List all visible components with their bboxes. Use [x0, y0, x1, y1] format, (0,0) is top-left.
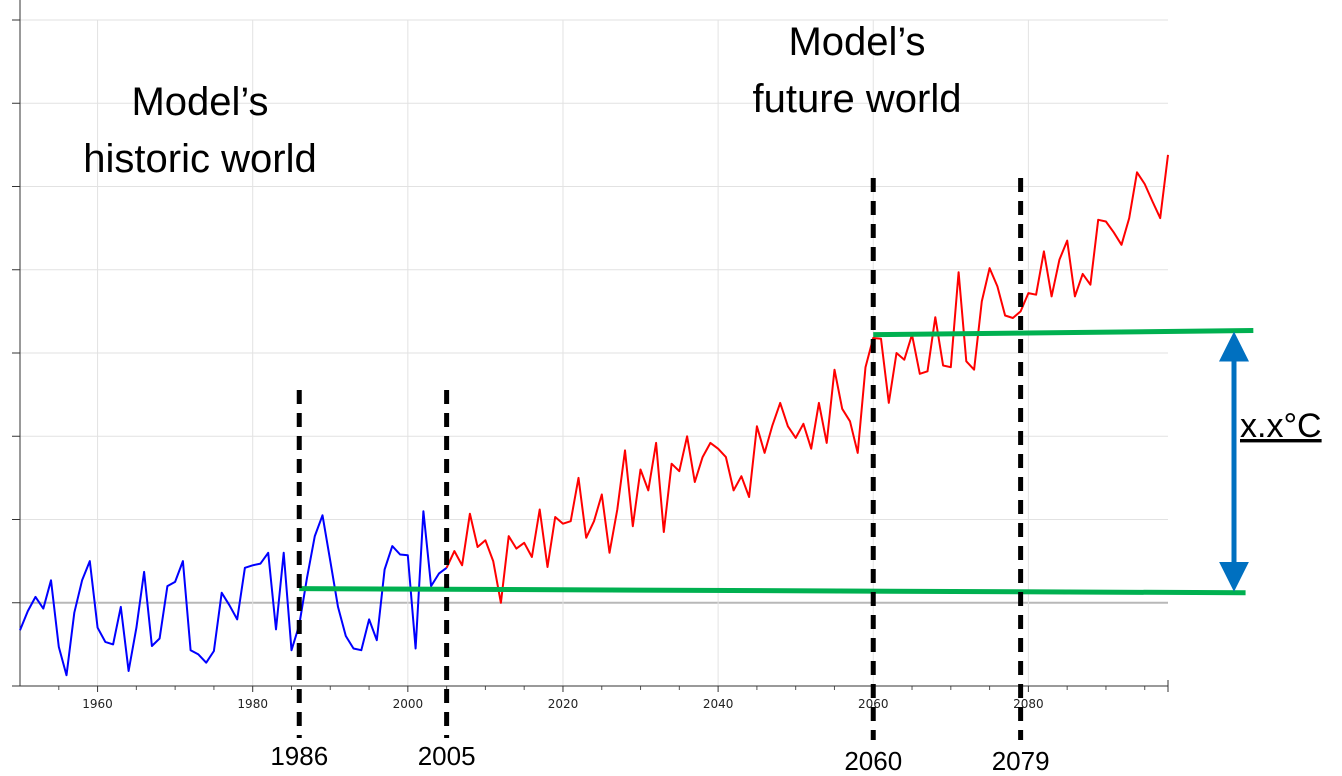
x-tick-label: 2000: [393, 697, 424, 711]
series-line-0: [19, 510, 448, 677]
future-label-line2: future world: [753, 77, 962, 121]
series-line-1: [445, 154, 1169, 604]
future-label-line1: Model’s: [788, 20, 925, 64]
historic-label-line1: Model’s: [131, 80, 268, 124]
period-markers: 1986 2005 2060 2079: [270, 178, 1050, 776]
annotations: Model’s historic world Model’s future wo…: [83, 20, 1321, 445]
reference-line-baseline: [299, 586, 1246, 596]
grid: [20, 19, 1168, 687]
x-tick-label: 2020: [548, 697, 579, 711]
historic-label-line2: historic world: [83, 137, 316, 181]
x-tick-label: 2040: [703, 697, 734, 711]
reference-line-future: [873, 328, 1254, 338]
delta-label: x.x°C: [1240, 407, 1322, 445]
period-marker-label: 1986: [270, 741, 328, 771]
x-tick-label: 1980: [237, 697, 268, 711]
period-marker-label: 2005: [418, 741, 476, 771]
period-marker-label: 2060: [844, 746, 902, 776]
series-group: [19, 154, 1169, 677]
x-tick-label: 2060: [858, 697, 889, 711]
period-marker-label: 2079: [992, 746, 1050, 776]
reference-lines: [299, 328, 1254, 596]
x-tick-label: 2080: [1013, 697, 1044, 711]
x-tick-label: 1960: [82, 697, 113, 711]
axes: 1960 1980 2000 2020 2040 2060 2080: [12, 0, 1169, 711]
